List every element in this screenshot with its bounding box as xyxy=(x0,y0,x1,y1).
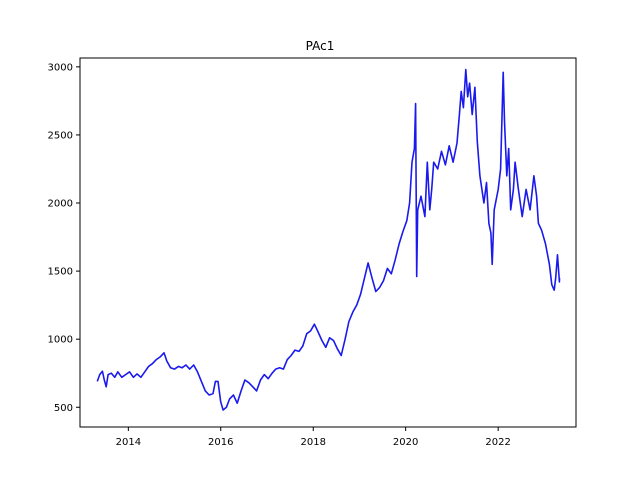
x-tick-label: 2022 xyxy=(485,437,510,448)
x-tick-label: 2014 xyxy=(116,437,141,448)
y-tick-label: 2500 xyxy=(48,130,73,141)
y-tick-label: 1000 xyxy=(48,335,73,346)
y-tick-label: 500 xyxy=(54,403,73,414)
y-axis: 500 1000 1500 2000 2500 3000 xyxy=(48,62,80,414)
x-tick-label: 2018 xyxy=(301,437,326,448)
x-axis: 2014 2016 2018 2020 2022 xyxy=(116,427,511,448)
chart-title: PAc1 xyxy=(306,39,335,53)
series-line-0 xyxy=(96,68,561,411)
x-tick-label: 2016 xyxy=(208,437,233,448)
y-tick-label: 1500 xyxy=(48,267,73,278)
y-tick-label: 3000 xyxy=(48,62,73,73)
series-layer xyxy=(96,68,561,411)
x-tick-label: 2020 xyxy=(393,437,418,448)
plot-frame xyxy=(79,57,577,428)
y-tick-label: 2000 xyxy=(48,199,73,210)
